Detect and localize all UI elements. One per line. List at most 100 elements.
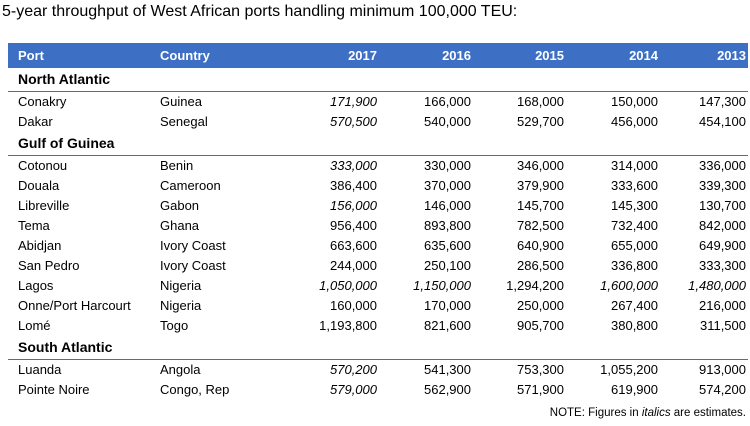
teu-value-cell: 571,900 xyxy=(517,382,564,397)
table-row: Lagos Nigeria 1,050,000 1,150,000 1,294,200 1… xyxy=(8,276,748,296)
table-row: Pointe Noire Congo, Rep 579,000 562,900 571,… xyxy=(8,380,748,400)
teu-value-cell: 250,000 xyxy=(517,298,564,313)
port-cell: Pointe Noire xyxy=(18,382,90,397)
country-cell: Gabon xyxy=(160,198,200,213)
teu-value-cell: 1,055,200 xyxy=(600,362,658,377)
teu-value-cell: 905,700 xyxy=(517,318,564,333)
teu-value-cell: 663,600 xyxy=(330,238,377,253)
footnote-prefix: NOTE: Figures in xyxy=(549,407,642,419)
region-name: Gulf of Guinea xyxy=(8,132,748,156)
country-cell: Ghana xyxy=(160,218,200,233)
country-cell: Ivory Coast xyxy=(160,258,226,273)
teu-value-cell: 314,000 xyxy=(611,158,658,173)
teu-value-cell: 893,800 xyxy=(424,218,471,233)
teu-value-cell: 386,400 xyxy=(330,178,377,193)
table-row: Cotonou Benin 333,000 330,000 346,000 314,000… xyxy=(8,156,748,177)
country-cell: Ivory Coast xyxy=(160,238,226,253)
table-header: Port Country 2017 2016 2015 2014 2013 xyxy=(8,43,748,68)
ports-table: Port Country 2017 2016 2015 2014 2013 No… xyxy=(8,43,748,400)
teu-value-cell: 753,300 xyxy=(517,362,564,377)
teu-value-cell: 1,150,000 xyxy=(413,278,471,293)
teu-value-cell: 782,500 xyxy=(517,218,564,233)
country-cell: Senegal xyxy=(160,114,208,129)
teu-value-cell: 1,480,000 xyxy=(688,278,746,293)
teu-value-cell: 370,000 xyxy=(424,178,471,193)
port-cell: Abidjan xyxy=(18,238,62,253)
teu-value-cell: 562,900 xyxy=(424,382,471,397)
teu-value-cell: 150,000 xyxy=(611,94,658,109)
teu-value-cell: 579,000 xyxy=(330,382,377,397)
teu-value-cell: 379,900 xyxy=(517,178,564,193)
country-cell: Angola xyxy=(160,362,201,377)
region-header-row: North Atlantic xyxy=(8,68,748,92)
country-cell: Nigeria xyxy=(160,298,202,313)
footnote-suffix: are estimates. xyxy=(670,407,746,419)
table-row: Luanda Angola 570,200 541,300 753,300 1,055,2… xyxy=(8,360,748,381)
teu-value-cell: 286,500 xyxy=(517,258,564,273)
teu-value-cell: 454,100 xyxy=(699,114,746,129)
port-cell: Lagos xyxy=(18,278,54,293)
teu-value-cell: 166,000 xyxy=(424,94,471,109)
teu-value-cell: 956,400 xyxy=(330,218,377,233)
column-header-2013: 2013 xyxy=(717,48,746,63)
teu-value-cell: 1,050,000 xyxy=(319,278,377,293)
teu-value-cell: 640,900 xyxy=(517,238,564,253)
port-cell: San Pedro xyxy=(18,258,80,273)
teu-value-cell: 330,000 xyxy=(424,158,471,173)
teu-value-cell: 635,600 xyxy=(424,238,471,253)
footnote-emphasis: italics xyxy=(641,407,671,419)
region-name: South Atlantic xyxy=(8,336,748,360)
teu-value-cell: 168,000 xyxy=(517,94,564,109)
teu-value-cell: 145,700 xyxy=(517,198,564,213)
teu-value-cell: 1,193,800 xyxy=(319,318,377,333)
teu-value-cell: 529,700 xyxy=(517,114,564,129)
teu-value-cell: 156,000 xyxy=(330,198,377,213)
teu-value-cell: 336,000 xyxy=(699,158,746,173)
column-header-port: Port xyxy=(18,48,44,63)
country-cell: Congo, Rep xyxy=(160,382,230,397)
teu-value-cell: 170,000 xyxy=(424,298,471,313)
country-cell: Cameroon xyxy=(160,178,221,193)
teu-value-cell: 130,700 xyxy=(699,198,746,213)
teu-value-cell: 574,200 xyxy=(699,382,746,397)
teu-value-cell: 541,300 xyxy=(424,362,471,377)
teu-value-cell: 732,400 xyxy=(611,218,658,233)
teu-value-cell: 570,500 xyxy=(330,114,377,129)
teu-value-cell: 250,100 xyxy=(424,258,471,273)
teu-value-cell: 267,400 xyxy=(611,298,658,313)
column-header-2015: 2015 xyxy=(535,48,564,63)
table-body: North Atlantic Conakry Guinea 171,900 166,00… xyxy=(8,68,748,400)
teu-value-cell: 336,800 xyxy=(611,258,658,273)
country-cell: Guinea xyxy=(160,94,202,109)
teu-value-cell: 1,600,000 xyxy=(600,278,658,293)
region-name: North Atlantic xyxy=(8,68,748,92)
table-row: Abidjan Ivory Coast 663,600 635,600 640,900 6… xyxy=(8,236,748,256)
footnote: NOTE: Figures in italics are estimates. xyxy=(550,407,746,419)
region-header-row: South Atlantic xyxy=(8,336,748,360)
country-cell: Benin xyxy=(160,158,194,173)
port-cell: Dakar xyxy=(18,114,53,129)
header-row: Port Country 2017 2016 2015 2014 2013 xyxy=(8,43,748,68)
teu-value-cell: 456,000 xyxy=(611,114,658,129)
teu-value-cell: 146,000 xyxy=(424,198,471,213)
teu-value-cell: 570,200 xyxy=(330,362,377,377)
teu-value-cell: 339,300 xyxy=(699,178,746,193)
teu-value-cell: 244,000 xyxy=(330,258,377,273)
teu-value-cell: 171,900 xyxy=(330,94,377,109)
column-header-2017: 2017 xyxy=(348,48,377,63)
teu-value-cell: 160,000 xyxy=(330,298,377,313)
country-cell: Togo xyxy=(160,318,189,333)
port-cell: Douala xyxy=(18,178,60,193)
teu-value-cell: 311,500 xyxy=(699,318,746,333)
teu-value-cell: 216,000 xyxy=(699,298,746,313)
teu-value-cell: 913,000 xyxy=(699,362,746,377)
table-row: Dakar Senegal 570,500 540,000 529,700 456,000… xyxy=(8,112,748,132)
column-header-2014: 2014 xyxy=(629,48,658,63)
teu-value-cell: 1,294,200 xyxy=(506,278,564,293)
port-cell: Onne/Port Harcourt xyxy=(18,298,131,313)
table-row: Tema Ghana 956,400 893,800 782,500 732,400 842… xyxy=(8,216,748,236)
teu-value-cell: 333,000 xyxy=(330,158,377,173)
teu-value-cell: 147,300 xyxy=(699,94,746,109)
table-row: Lomé Togo 1,193,800 821,600 905,700 380,800 31… xyxy=(8,316,748,336)
teu-value-cell: 540,000 xyxy=(424,114,471,129)
